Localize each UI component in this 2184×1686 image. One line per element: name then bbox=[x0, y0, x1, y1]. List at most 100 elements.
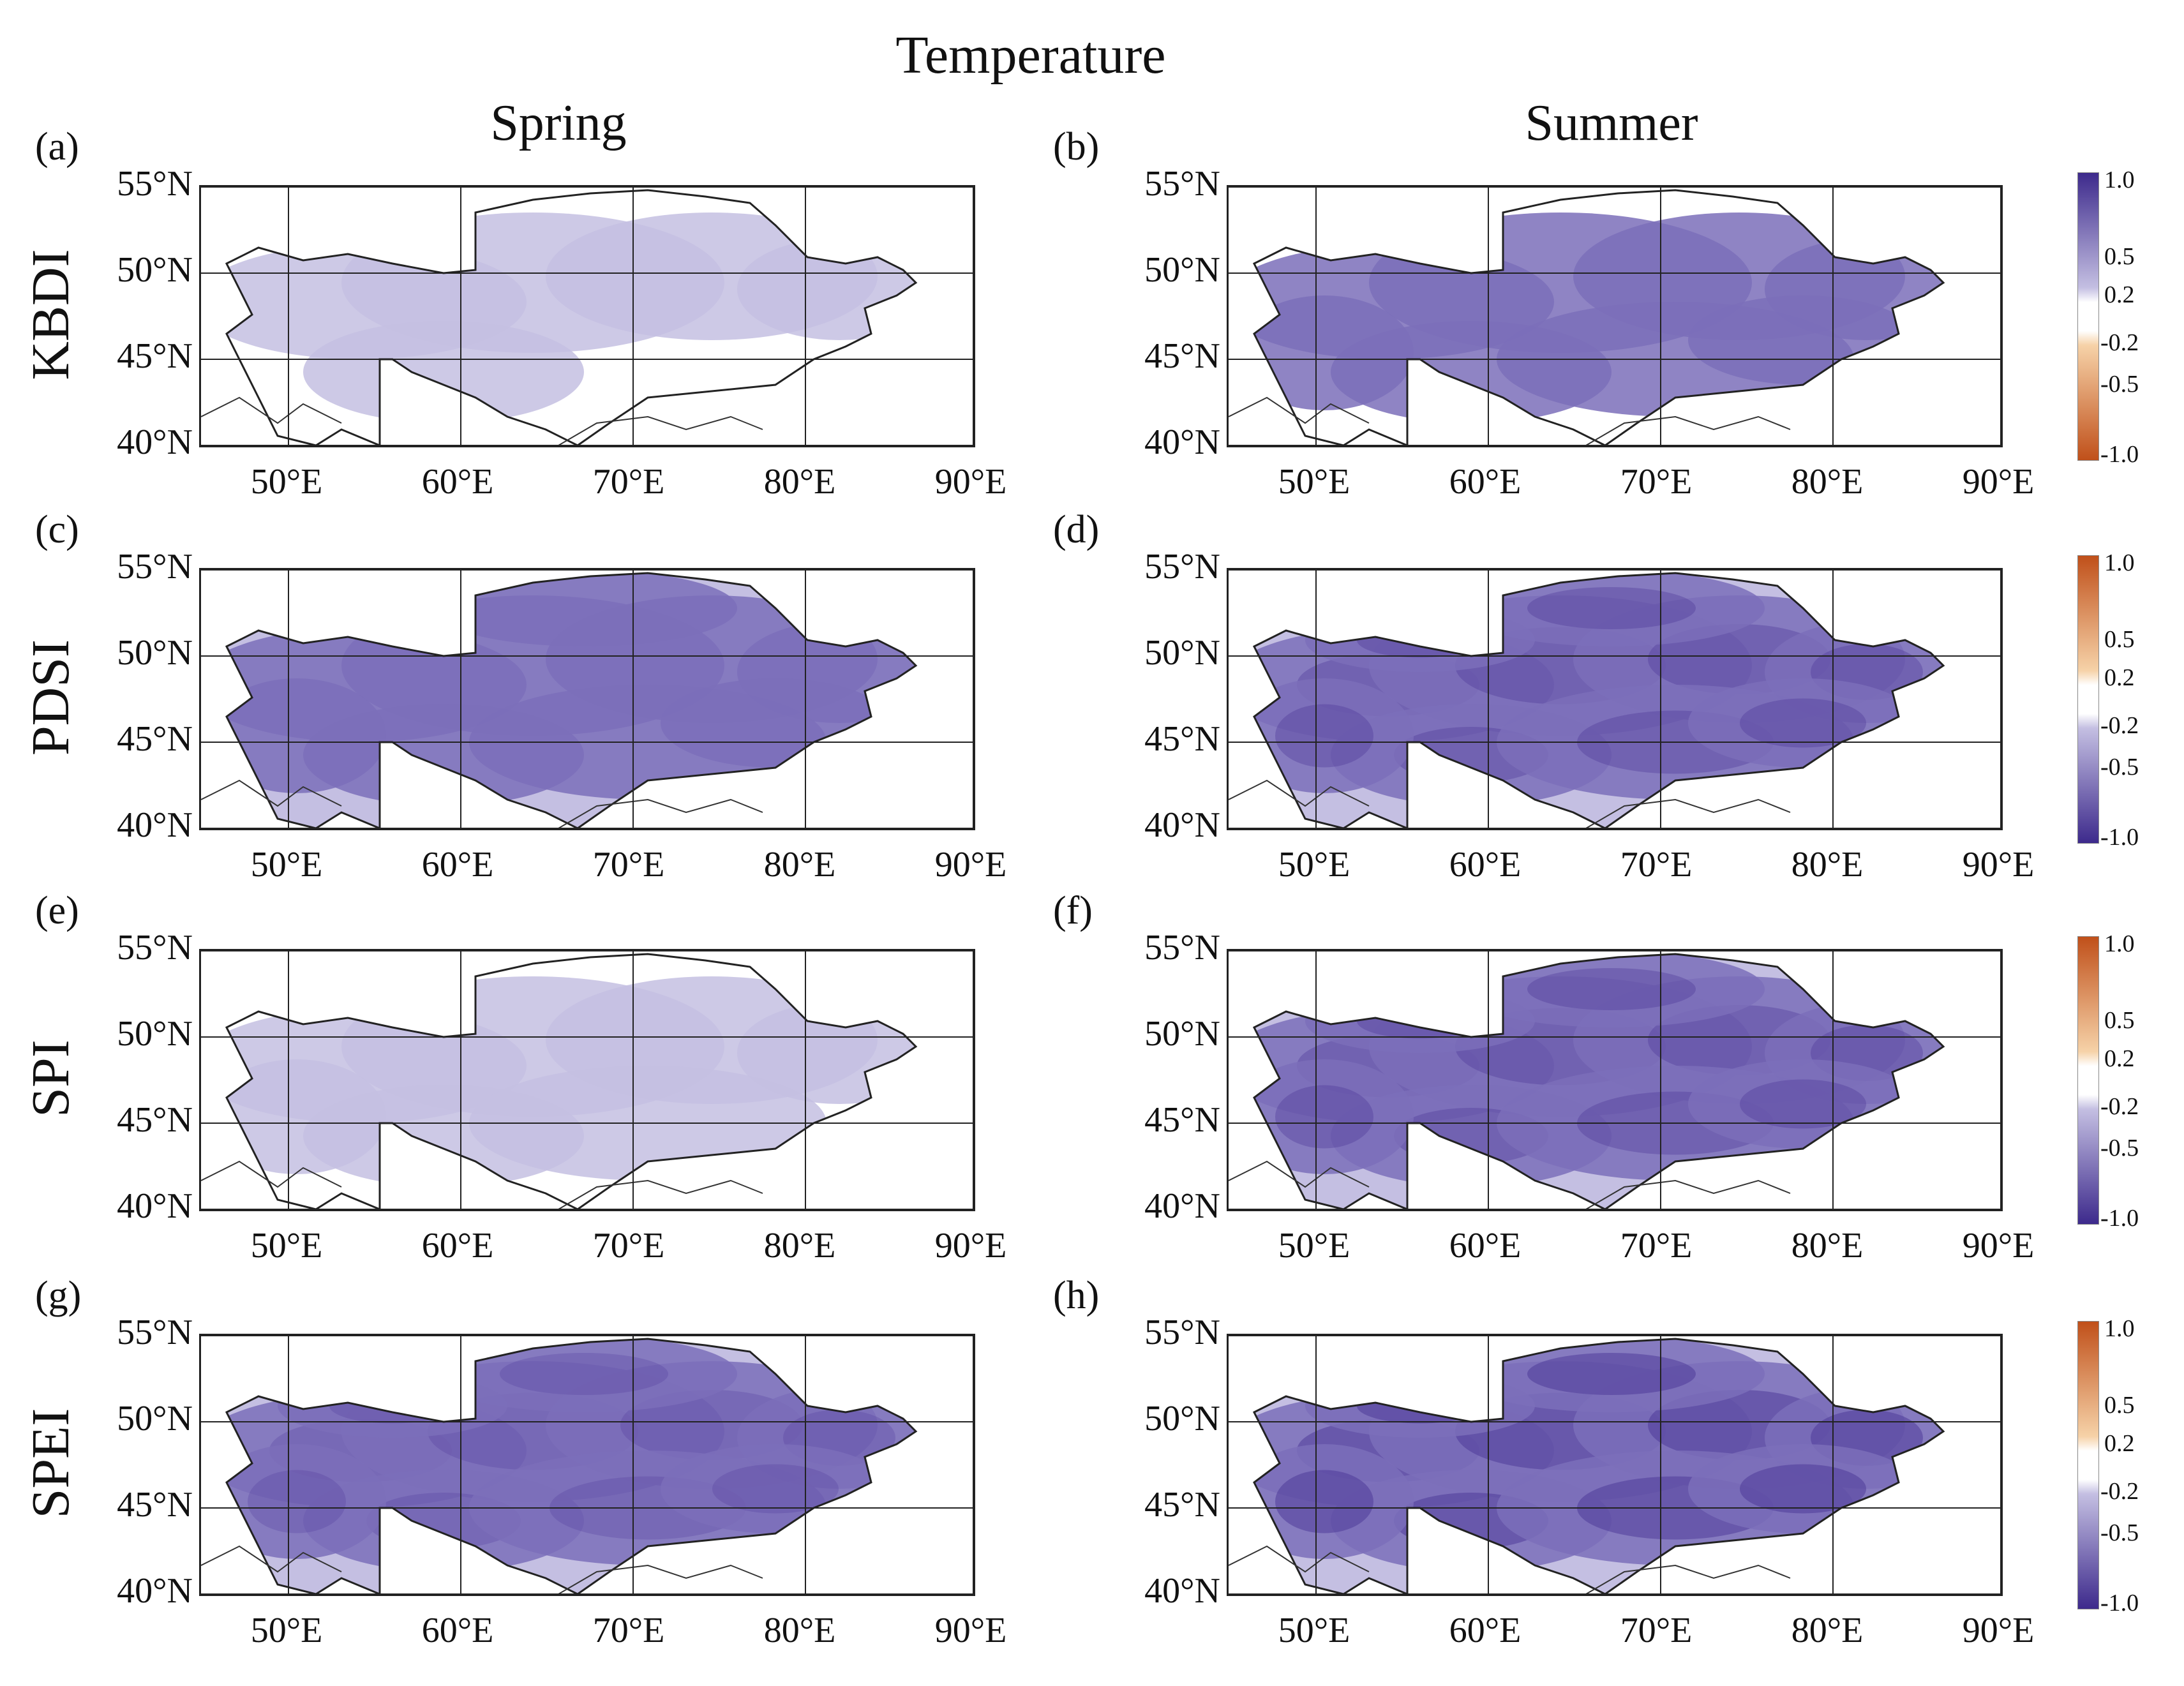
country-border bbox=[1252, 189, 1945, 445]
figure-title: Temperature bbox=[895, 26, 1166, 85]
shading-region bbox=[737, 238, 916, 340]
lon-tick-label: 70°E bbox=[592, 462, 665, 502]
colorbar-tick: 0.5 bbox=[2104, 626, 2135, 653]
colorbar-tick: -0.5 bbox=[2100, 1519, 2139, 1546]
country-border bbox=[1252, 572, 1945, 828]
lat-tick-label: 50°N bbox=[117, 250, 193, 290]
lat-tick-label: 45°N bbox=[117, 1485, 193, 1525]
shading-region bbox=[227, 1059, 386, 1174]
shading-region bbox=[278, 1374, 507, 1438]
lon-tick-label: 60°E bbox=[1449, 462, 1522, 502]
lat-tick-label: 45°N bbox=[117, 719, 193, 759]
map-panel bbox=[1227, 1334, 2003, 1596]
lat-tick-label: 45°N bbox=[1144, 1100, 1220, 1140]
colorbar-tick: -0.5 bbox=[2100, 371, 2139, 398]
lon-tick-label: 50°E bbox=[250, 845, 323, 884]
shading-region bbox=[1254, 1059, 1414, 1174]
lat-tick-label: 40°N bbox=[1144, 1571, 1220, 1611]
lon-tick-label: 80°E bbox=[1791, 462, 1864, 502]
lon-tick-label: 60°E bbox=[421, 1611, 494, 1650]
lat-tick-label: 40°N bbox=[1144, 1186, 1220, 1226]
shading-core bbox=[1275, 704, 1373, 768]
row-label: KBDI bbox=[21, 248, 80, 380]
lon-tick-label: 70°E bbox=[592, 845, 665, 884]
map-svg bbox=[1229, 187, 2001, 445]
lon-tick-label: 90°E bbox=[934, 1226, 1007, 1265]
lon-tick-label: 80°E bbox=[1791, 1226, 1864, 1265]
shading-core bbox=[1527, 1353, 1696, 1395]
colorbar-tick: -0.5 bbox=[2100, 1135, 2139, 1161]
panel-label: (d) bbox=[1053, 508, 1100, 551]
shading-region bbox=[227, 678, 386, 793]
shading-region bbox=[1254, 678, 1414, 793]
neighbor-border bbox=[201, 1545, 763, 1594]
map-svg bbox=[201, 951, 973, 1209]
lat-tick-label: 50°N bbox=[1144, 1399, 1220, 1438]
map-svg bbox=[1229, 1336, 2001, 1594]
colorbar-tick: 0.2 bbox=[2104, 1045, 2135, 1072]
shading-core bbox=[500, 1353, 668, 1395]
colorbar-tick: -0.2 bbox=[2100, 712, 2139, 739]
colorbar-tick: 1.0 bbox=[2104, 549, 2135, 576]
lon-tick-label: 90°E bbox=[1962, 1226, 2035, 1265]
lon-tick-label: 70°E bbox=[1620, 845, 1693, 884]
colorbar bbox=[2077, 936, 2099, 1225]
country-border bbox=[1252, 1338, 1945, 1594]
neighbor-border bbox=[201, 779, 763, 828]
row-label: PDSI bbox=[21, 639, 80, 756]
lon-tick-label: 80°E bbox=[763, 845, 836, 884]
neighbor-border bbox=[201, 396, 763, 445]
shading-core bbox=[329, 1388, 456, 1424]
shading-core bbox=[1527, 587, 1696, 629]
shading-core bbox=[1740, 1464, 1866, 1514]
lon-tick-label: 80°E bbox=[763, 462, 836, 502]
lat-tick-label: 55°N bbox=[117, 1313, 193, 1352]
lon-tick-label: 90°E bbox=[1962, 845, 2035, 884]
lat-tick-label: 40°N bbox=[117, 1571, 193, 1611]
lon-tick-label: 90°E bbox=[934, 462, 1007, 502]
panel-label: (f) bbox=[1053, 889, 1093, 932]
colorbar bbox=[2077, 172, 2099, 461]
shading-region bbox=[1305, 989, 1535, 1053]
map-svg bbox=[1229, 570, 2001, 828]
lat-tick-label: 40°N bbox=[117, 805, 193, 845]
lat-tick-label: 55°N bbox=[1144, 1313, 1220, 1352]
shading-core bbox=[1357, 1388, 1483, 1424]
lon-tick-label: 90°E bbox=[1962, 1611, 2035, 1650]
lat-tick-label: 50°N bbox=[117, 1399, 193, 1438]
shading-region bbox=[1688, 295, 1918, 385]
lon-tick-label: 70°E bbox=[592, 1611, 665, 1650]
lon-tick-label: 80°E bbox=[1791, 845, 1864, 884]
lon-tick-label: 60°E bbox=[1449, 1226, 1522, 1265]
colorbar-tick: 0.5 bbox=[2104, 1392, 2135, 1419]
lat-tick-label: 55°N bbox=[1144, 928, 1220, 967]
lat-tick-label: 55°N bbox=[117, 164, 193, 204]
map-panel bbox=[1227, 949, 2003, 1211]
lon-tick-label: 90°E bbox=[934, 845, 1007, 884]
lat-tick-label: 40°N bbox=[117, 422, 193, 462]
lat-tick-label: 50°N bbox=[117, 1014, 193, 1054]
shading-region bbox=[1305, 1374, 1535, 1438]
lon-tick-label: 60°E bbox=[1449, 1611, 1522, 1650]
shading-region bbox=[431, 573, 737, 646]
colorbar bbox=[2077, 1321, 2099, 1609]
shading-core bbox=[1357, 1003, 1483, 1039]
lat-tick-label: 45°N bbox=[117, 336, 193, 376]
country-border bbox=[225, 1338, 918, 1594]
lon-tick-label: 90°E bbox=[934, 1611, 1007, 1650]
lat-tick-label: 45°N bbox=[1144, 719, 1220, 759]
lat-tick-label: 55°N bbox=[117, 547, 193, 586]
colorbar-tick: -1.0 bbox=[2100, 1590, 2139, 1616]
lon-tick-label: 80°E bbox=[763, 1226, 836, 1265]
shading-core bbox=[1740, 1079, 1866, 1129]
lon-tick-label: 50°E bbox=[250, 462, 323, 502]
shading-region bbox=[1254, 295, 1414, 410]
lat-tick-label: 40°N bbox=[117, 1186, 193, 1226]
panel-label: (b) bbox=[1053, 125, 1100, 168]
shading-region bbox=[303, 321, 584, 423]
shading-core bbox=[1740, 698, 1866, 748]
map-panel bbox=[199, 185, 975, 447]
colorbar-tick: 0.5 bbox=[2104, 243, 2135, 270]
lat-tick-label: 45°N bbox=[1144, 336, 1220, 376]
neighbor-border bbox=[1229, 1545, 1791, 1594]
